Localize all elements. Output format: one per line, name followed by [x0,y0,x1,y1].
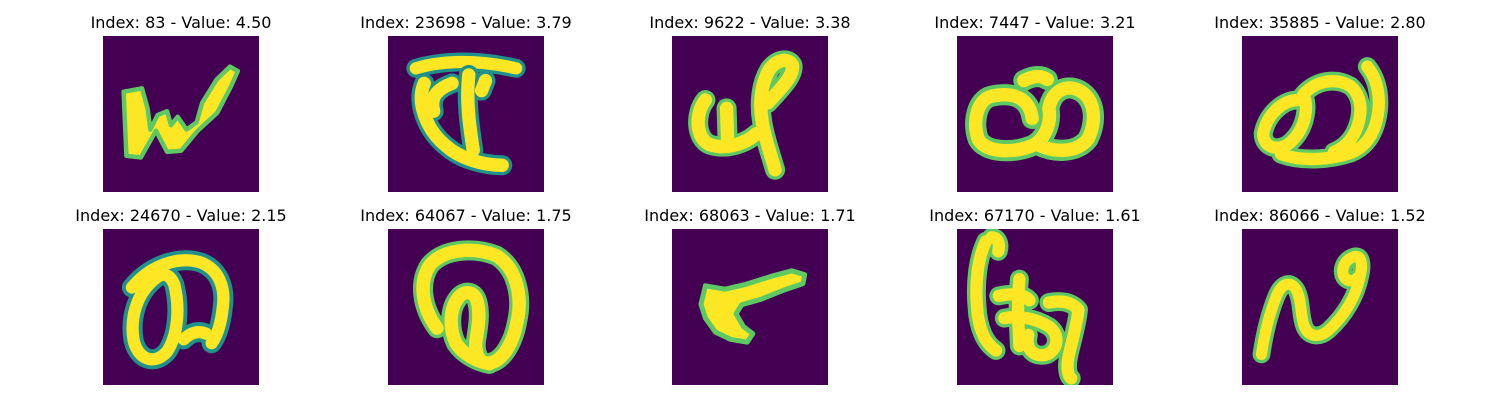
panel-title: Index: 86066 - Value: 1.52 [1214,206,1426,225]
glyph-hook-loop-icon [672,36,828,192]
glyph-arch-inner-loop-icon [388,229,544,385]
glyph-w-icon [103,36,259,192]
glyph-double-loop-icon [957,36,1113,192]
panel-title: Index: 64067 - Value: 1.75 [360,206,572,225]
panel-title: Index: 9622 - Value: 3.38 [649,13,851,32]
panel-title: Index: 7447 - Value: 3.21 [934,13,1136,32]
glyph-oval-arch-icon [103,229,259,385]
panel-title: Index: 24670 - Value: 2.15 [75,206,287,225]
glyph-wedge-icon [672,229,828,385]
panel-title: Index: 67170 - Value: 1.61 [929,206,1141,225]
panel-title: Index: 35885 - Value: 2.80 [1214,13,1426,32]
glyph-wave-dot-icon [1242,229,1398,385]
glyph-loop-arch-icon [1242,36,1398,192]
panel-title: Index: 83 - Value: 4.50 [90,13,272,32]
panel-title: Index: 23698 - Value: 3.79 [360,13,572,32]
glyph-bar-loop-icon [388,36,544,192]
glyph-tangled-icon [957,229,1113,385]
panel-title: Index: 68063 - Value: 1.71 [644,206,856,225]
